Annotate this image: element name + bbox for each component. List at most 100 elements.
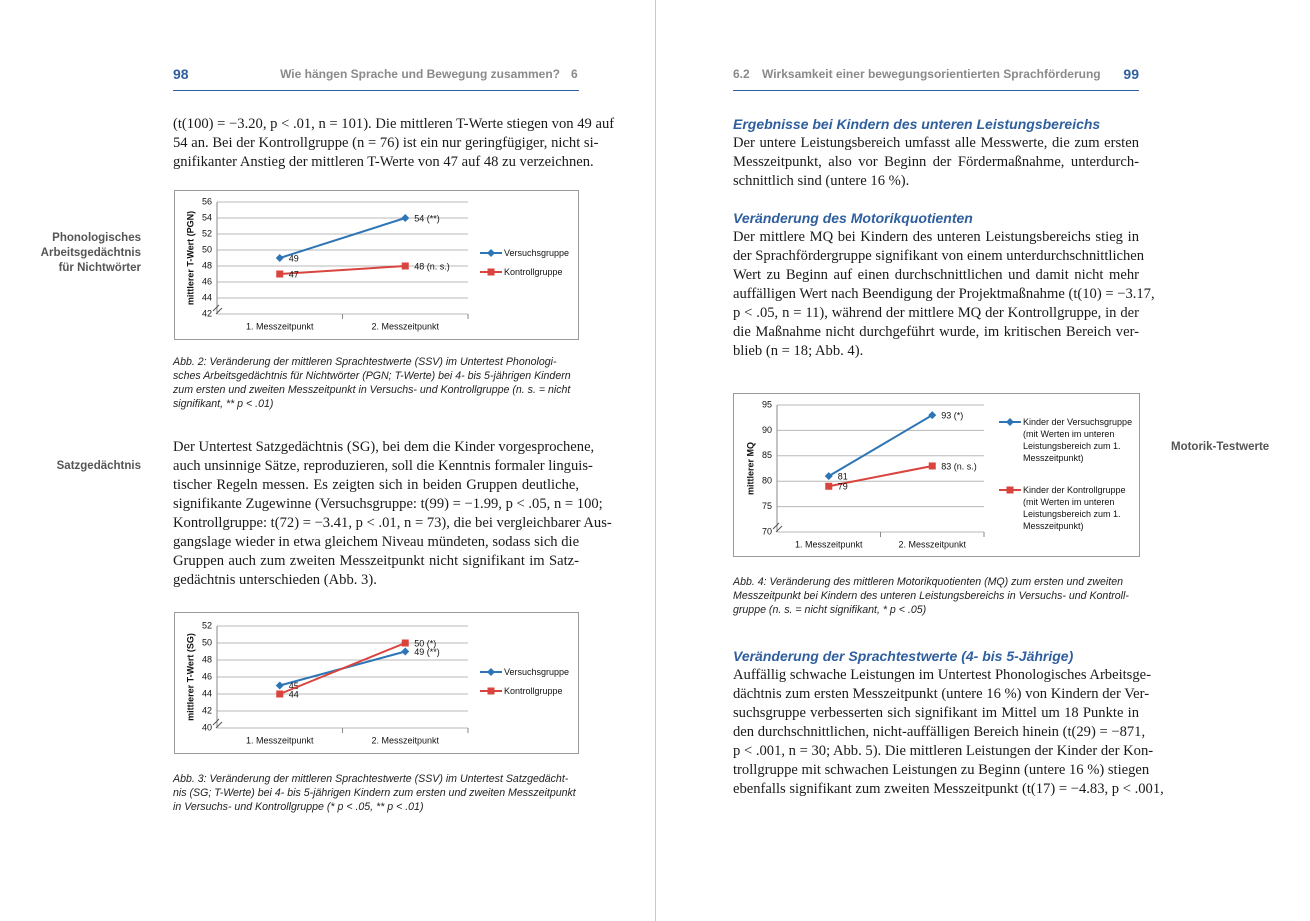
legend-marker: [1006, 418, 1014, 426]
text-line: gedächtnis unterschieden (Abb. 3).: [173, 572, 377, 588]
text-line: den durchschnittlichen, nicht-auffällige…: [733, 724, 1146, 740]
caption-line: Messzeitpunkt bei Kindern des unteren Le…: [733, 590, 1129, 602]
y-tick-label: 44: [202, 292, 212, 302]
text-line: Der untere Leistungsbereich umfasst alle…: [733, 135, 1139, 151]
header-rule: [173, 90, 579, 91]
heading: Veränderung des Motorikquotienten: [733, 210, 973, 226]
data-point: [928, 462, 936, 470]
chart: 70 75 80 85 90 95 mittlerer MQ 1. Messzeitpunkt…: [745, 399, 1021, 549]
text-line: (t(100) = −3.20, p < .01, n = 101). Die …: [173, 116, 615, 132]
value-label: 50 (*): [414, 638, 436, 648]
text-line: signifikante Zugewinne (Versuchsgruppe: …: [173, 496, 603, 512]
text-line: Der Untertest Satzgedächtnis (SG), bei d…: [173, 439, 595, 455]
caption-line: gruppe (n. s. = nicht signifikant, * p <…: [733, 604, 927, 616]
text-line: 54 an. Bei der Kontrollgruppe (n = 76) i…: [173, 135, 599, 151]
y-tick-label: 48: [202, 654, 212, 664]
text-line: Gruppen auch zum zweiten Messzeitpunkt n…: [173, 553, 579, 569]
caption-line: Abb. 4: Veränderung des mittleren Motori…: [733, 576, 1124, 588]
x-tick-label: 2. Messzeitpunkt: [371, 735, 439, 745]
data-point: [401, 214, 410, 222]
y-tick-label: 50: [202, 244, 212, 254]
series-line: [279, 642, 406, 695]
page-number: 98: [173, 66, 189, 82]
margin-note: Satzgedächtnis: [56, 460, 141, 472]
caption-line: signifikant, ** p < .01): [173, 398, 274, 410]
y-tick-label: 46: [202, 671, 212, 681]
margin-note: Motorik-Testwerte: [1171, 441, 1270, 453]
y-tick-label: 40: [202, 722, 212, 732]
caption-line: Abb. 3: Veränderung der mittleren Sprach…: [173, 773, 569, 785]
margin-note: für Nichtwörter: [58, 262, 141, 274]
header-rule: [733, 90, 1139, 91]
y-axis-label: mittlerer T-Wert (SG): [185, 633, 195, 721]
text-line: gnifikanter Anstieg der mittleren T-Wert…: [173, 154, 594, 170]
y-tick-label: 42: [202, 308, 212, 318]
value-label: 93 (*): [941, 411, 963, 421]
legend-marker: [1006, 486, 1014, 494]
legend-label: Versuchsgruppe: [504, 667, 570, 677]
text-line: die Maßnahme nicht durchgeführt wurde, i…: [733, 324, 1139, 340]
text-line: p < .05, n = 11), während der mittlere M…: [733, 305, 1139, 321]
y-tick-label: 44: [202, 688, 212, 698]
text-line: auch unsinnige Sätze, reproduzieren, sol…: [173, 458, 593, 474]
data-point: [928, 411, 937, 420]
value-label: 47: [289, 269, 299, 279]
data-point: [276, 270, 284, 278]
y-tick-label: 90: [762, 425, 772, 435]
y-tick-label: 70: [762, 526, 772, 536]
y-tick-label: 80: [762, 476, 772, 486]
text-line: auffälligen Wert nach Beendigung der Pro…: [733, 286, 1155, 302]
margin-note: Arbeitsgedächtnis: [40, 247, 141, 259]
chapter-number: 6: [571, 67, 578, 81]
data-point: [276, 690, 284, 698]
page-number: 99: [1123, 66, 1139, 82]
x-tick-label: 2. Messzeitpunkt: [898, 539, 966, 549]
value-label: 81: [838, 471, 848, 481]
series-line: [279, 265, 406, 275]
value-label: 49: [289, 253, 299, 263]
legend-label: Kontrollgruppe: [504, 686, 563, 696]
value-label: 83 (n. s.): [941, 461, 977, 471]
text-line: Kontrollgruppe: t(72) = −3.41, p < .01, …: [173, 515, 612, 531]
legend-marker: [487, 687, 495, 695]
series-line: [279, 217, 406, 259]
y-tick-label: 50: [202, 637, 212, 647]
caption-line: zum ersten und zweiten Messzeitpunkt in …: [173, 384, 571, 396]
text-line: ebenfalls signifikant zum zweiten Messze…: [733, 781, 1164, 797]
text-line: blieb (n = 18; Abb. 4).: [733, 343, 864, 359]
text-line: Der mittlere MQ bei Kindern des unteren …: [733, 229, 1139, 245]
axis-break: [212, 304, 223, 315]
x-tick-label: 2. Messzeitpunkt: [371, 321, 439, 331]
data-point: [825, 482, 833, 490]
text-line: Wert zu Beginn auf einen durchschnittlic…: [733, 267, 1139, 283]
caption-line: sches Arbeitsgedächtnis für Nichtwörter …: [173, 370, 571, 382]
text-line: p < .001, n = 30; Abb. 5). Die mittleren…: [733, 743, 1154, 759]
axis-break: [772, 522, 783, 533]
chart: 42 44 46 48 50 52 54 56 mittlerer T-Wert (PGN) 1.…: [185, 196, 502, 331]
x-tick-label: 1. Messzeitpunkt: [246, 321, 314, 331]
chart-frame: 42 44 46 48 50 52 54 56 mittlerer T-Wert (PGN) 1.…: [174, 190, 579, 340]
text-line: Messzeitpunkt, also vor Beginn der Förde…: [733, 154, 1139, 170]
gutter: [655, 0, 656, 921]
value-label: 48 (n. s.): [414, 261, 450, 271]
text-line: schnittlich sind (untere 16 %).: [733, 173, 910, 189]
legend-marker: [487, 268, 495, 276]
text-line: suchsgruppe verbesserten sich signifikan…: [733, 705, 1139, 721]
value-label: 54 (**): [414, 213, 440, 223]
caption-line: Abb. 2: Veränderung der mittleren Sprach…: [173, 356, 557, 368]
text-line: gangslage wieder in etwa gleichem Niveau…: [173, 534, 580, 550]
y-tick-label: 85: [762, 450, 772, 460]
x-tick-label: 1. Messzeitpunkt: [795, 539, 863, 549]
legend-label: Kinder der Versuchsgruppe (mit Werten im…: [1023, 417, 1133, 463]
heading: Ergebnisse bei Kindern des unteren Leist…: [733, 116, 1101, 132]
chart: 40 42 44 46 48 50 52 mittlerer T-Wert (SG) 1. Me…: [185, 620, 502, 745]
text-line: dächtnis zum ersten Messzeitpunkt (unter…: [733, 686, 1150, 702]
x-tick-label: 1. Messzeitpunkt: [246, 735, 314, 745]
data-point: [275, 681, 284, 690]
y-tick-label: 52: [202, 228, 212, 238]
value-label: 45: [289, 681, 299, 691]
value-label: 44: [289, 689, 299, 699]
running-title: Wirksamkeit einer bewegungsorientierten …: [762, 67, 1101, 81]
section-number: 6.2: [733, 67, 750, 81]
